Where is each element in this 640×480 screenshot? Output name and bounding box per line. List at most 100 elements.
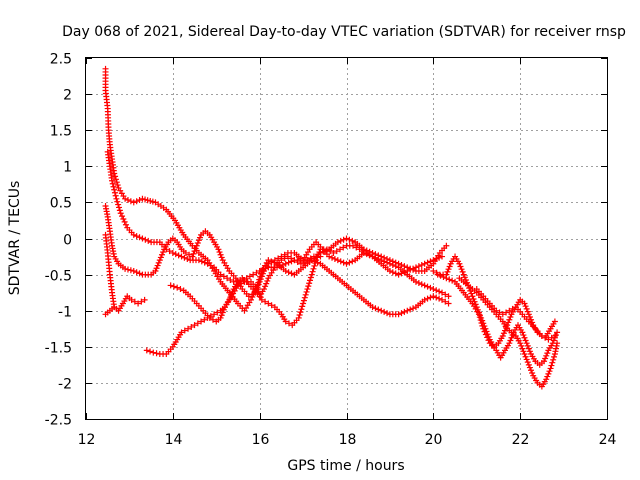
data-point	[188, 323, 195, 330]
data-point	[153, 265, 160, 272]
data-point	[215, 246, 222, 253]
data-point	[478, 319, 485, 326]
data-point	[463, 279, 470, 286]
data-point	[182, 249, 189, 256]
data-point	[366, 251, 373, 258]
data-point	[333, 248, 340, 255]
data-point	[111, 170, 118, 177]
data-point	[185, 325, 192, 332]
data-point	[507, 337, 514, 344]
data-point	[257, 294, 264, 301]
data-point	[439, 296, 446, 303]
data-point	[138, 298, 145, 305]
data-point	[135, 300, 142, 307]
data-point	[265, 300, 272, 307]
data-point	[116, 207, 123, 214]
data-point	[384, 310, 391, 317]
data-point	[142, 196, 149, 203]
data-point	[279, 261, 286, 268]
data-point	[191, 248, 198, 255]
data-point	[343, 235, 350, 242]
y-tick-label: -0.5	[45, 269, 72, 285]
data-point	[247, 296, 254, 303]
data-point	[524, 342, 531, 349]
data-point	[392, 270, 399, 277]
data-point	[484, 334, 491, 341]
data-point	[117, 210, 124, 217]
data-point	[122, 221, 129, 228]
data-point	[337, 237, 344, 244]
data-point	[130, 231, 137, 238]
data-point	[433, 255, 440, 262]
data-point	[152, 267, 159, 274]
chart-title: Day 068 of 2021, Sidereal Day-to-day VTE…	[62, 24, 626, 40]
data-point	[439, 253, 446, 260]
grid	[86, 58, 607, 419]
data-point	[526, 364, 533, 371]
data-point	[499, 332, 506, 339]
y-tick-label: 0.5	[50, 196, 72, 212]
data-point	[219, 309, 226, 316]
data-point	[547, 365, 554, 372]
data-point	[356, 246, 363, 253]
data-point	[130, 267, 137, 274]
data-point	[301, 294, 308, 301]
data-point	[434, 271, 441, 278]
data-point	[109, 177, 116, 184]
data-point	[142, 236, 149, 243]
data-point	[111, 189, 118, 196]
data-point	[378, 257, 385, 264]
data-point	[381, 308, 388, 315]
data-point	[544, 373, 551, 380]
data-point	[468, 290, 475, 297]
data-point	[307, 274, 314, 281]
data-point	[112, 173, 119, 180]
data-point	[220, 273, 227, 280]
data-point	[195, 237, 202, 244]
data-point	[551, 332, 558, 339]
data-point	[350, 242, 357, 249]
data-point	[256, 291, 263, 298]
data-point	[189, 253, 196, 260]
data-point	[136, 234, 143, 241]
data-point	[158, 251, 165, 258]
data-point	[111, 186, 118, 193]
data-point	[353, 244, 360, 251]
data-point	[407, 266, 414, 273]
data-point	[389, 261, 396, 268]
data-point	[258, 296, 265, 303]
data-point	[112, 192, 119, 199]
data-point	[442, 291, 449, 298]
data-point	[313, 257, 320, 264]
data-point	[445, 300, 452, 307]
data-point	[276, 263, 283, 270]
data-point	[282, 267, 289, 274]
data-point	[554, 340, 561, 347]
data-point	[427, 258, 434, 265]
series-track-8	[430, 253, 558, 350]
data-point	[143, 347, 150, 354]
data-point	[456, 260, 463, 267]
series-track-2	[104, 148, 452, 318]
data-point	[198, 318, 205, 325]
data-point	[407, 306, 414, 313]
data-point	[178, 253, 185, 260]
y-tick-label: -2	[58, 377, 72, 393]
data-point	[421, 260, 428, 267]
data-point	[386, 267, 393, 274]
data-point	[363, 249, 370, 256]
data-point	[412, 278, 419, 285]
data-point	[258, 273, 265, 280]
data-point	[300, 300, 307, 307]
data-point	[519, 345, 526, 352]
data-point	[404, 307, 411, 314]
data-point	[517, 340, 524, 347]
data-point	[220, 306, 227, 313]
data-point	[418, 281, 425, 288]
data-point	[115, 201, 122, 208]
data-point	[217, 271, 224, 278]
data-point	[508, 334, 515, 341]
data-point	[538, 332, 545, 339]
data-point	[522, 353, 529, 360]
data-point	[302, 291, 309, 298]
